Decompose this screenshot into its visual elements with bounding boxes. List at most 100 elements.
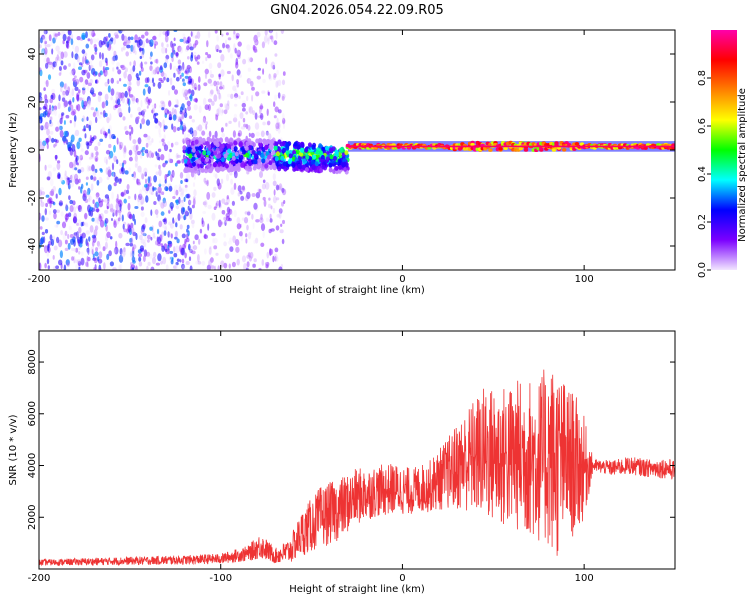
noise-cell xyxy=(74,178,80,185)
noise-cell xyxy=(103,156,108,164)
noise-cell xyxy=(255,192,261,199)
noise-cell xyxy=(202,201,207,206)
snr-y-label: SNR (10 * v/v) xyxy=(8,414,19,485)
noise-cell xyxy=(58,66,62,71)
noise-cell xyxy=(251,86,255,91)
noise-cell xyxy=(68,99,72,108)
noise-cell xyxy=(103,100,107,108)
noise-cell xyxy=(39,92,42,97)
noise-cell xyxy=(130,226,135,234)
noise-cell xyxy=(145,96,149,103)
noise-cell xyxy=(128,81,132,86)
band-cell xyxy=(191,147,196,153)
noise-cell xyxy=(175,199,179,206)
noise-cell xyxy=(145,137,150,142)
noise-cell xyxy=(54,224,58,228)
noise-cell xyxy=(58,94,61,102)
noise-cell xyxy=(251,94,254,102)
noise-cell xyxy=(114,95,118,102)
noise-cell xyxy=(185,47,189,52)
noise-cell xyxy=(130,262,133,266)
noise-cell xyxy=(95,208,100,212)
noise-cell xyxy=(254,39,259,46)
noise-cell xyxy=(266,251,270,259)
band-cell xyxy=(233,166,238,172)
noise-cell xyxy=(209,83,214,87)
noise-cell xyxy=(282,117,286,125)
band-cell xyxy=(334,149,339,155)
band-cell xyxy=(304,147,309,153)
noise-cell xyxy=(210,257,214,263)
noise-cell xyxy=(225,103,230,111)
noise-cell xyxy=(130,237,134,245)
noise-cell xyxy=(167,231,170,238)
noise-cell xyxy=(125,189,130,194)
noise-cell xyxy=(275,184,280,191)
noise-cell xyxy=(39,189,43,196)
noise-cell xyxy=(100,111,103,115)
noise-cell xyxy=(167,231,172,238)
noise-cell xyxy=(71,163,75,171)
noise-cell xyxy=(259,105,264,110)
noise-cell xyxy=(234,103,238,107)
noise-cell xyxy=(64,170,67,177)
noise-cell xyxy=(267,37,270,42)
noise-cell xyxy=(206,40,209,48)
noise-cell xyxy=(44,262,47,269)
noise-cell xyxy=(229,246,234,253)
noise-cell xyxy=(118,254,124,263)
noise-cell xyxy=(181,265,186,269)
noise-cell xyxy=(268,197,271,201)
noise-cell xyxy=(68,225,72,231)
noise-cell xyxy=(237,55,241,59)
noise-cell xyxy=(210,73,214,78)
band-cell xyxy=(226,155,231,161)
noise-cell xyxy=(175,76,180,82)
noise-cell xyxy=(231,210,234,216)
noise-cell xyxy=(143,167,148,175)
band-cell xyxy=(305,154,310,160)
noise-cell xyxy=(122,45,126,51)
noise-cell xyxy=(147,261,151,266)
noise-cell xyxy=(79,76,84,83)
noise-cell xyxy=(196,54,201,60)
noise-cell xyxy=(150,61,153,65)
noise-cell xyxy=(126,39,131,44)
noise-cell xyxy=(267,34,271,38)
noise-cell xyxy=(184,238,187,244)
noise-cell xyxy=(201,130,206,136)
noise-cell xyxy=(179,259,182,263)
noise-cell xyxy=(108,33,111,38)
noise-cell xyxy=(202,115,207,123)
noise-cell xyxy=(193,129,198,137)
noise-cell xyxy=(47,74,52,80)
noise-cell xyxy=(224,103,228,109)
noise-cell xyxy=(164,248,168,253)
noise-cell xyxy=(171,169,175,178)
noise-cell xyxy=(177,213,181,222)
noise-cell xyxy=(225,216,230,222)
noise-cell xyxy=(279,229,284,234)
noise-cell xyxy=(116,193,119,202)
noise-cell xyxy=(231,200,235,206)
noise-cell xyxy=(178,196,181,204)
band-cell xyxy=(229,137,233,143)
noise-cell xyxy=(94,51,98,55)
noise-cell xyxy=(180,187,185,194)
noise-cell xyxy=(93,43,97,50)
noise-cell xyxy=(132,41,137,48)
noise-cell xyxy=(158,220,163,228)
noise-cell xyxy=(98,267,102,270)
noise-cell xyxy=(233,30,236,35)
noise-cell xyxy=(241,255,247,263)
noise-cell xyxy=(198,76,201,83)
noise-cell xyxy=(247,67,252,72)
noise-cell xyxy=(98,40,103,48)
noise-cell xyxy=(57,50,62,55)
noise-cell xyxy=(171,85,176,91)
noise-cell xyxy=(161,183,166,187)
noise-cell xyxy=(119,263,123,270)
noise-cell xyxy=(46,123,51,127)
noise-cell xyxy=(176,115,181,124)
noise-cell xyxy=(134,218,136,226)
